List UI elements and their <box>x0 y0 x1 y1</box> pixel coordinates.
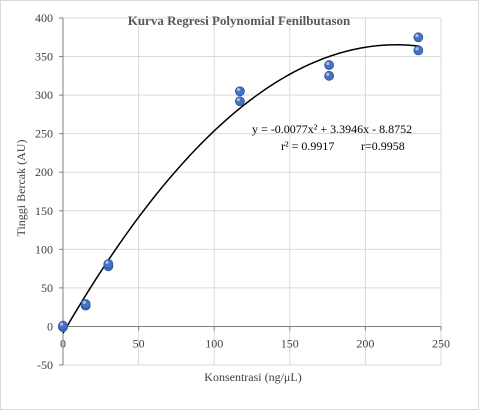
data-point-highlight <box>105 260 109 264</box>
grid-lines <box>63 17 442 366</box>
data-point-highlight <box>326 61 330 66</box>
data-point-highlight <box>60 322 64 326</box>
x-tick-label: 100 <box>205 336 223 350</box>
x-tick-label: 200 <box>356 336 374 350</box>
y-tick-label: 50 <box>41 281 53 295</box>
data-point <box>235 86 245 97</box>
data-point-highlight <box>326 72 330 76</box>
data-point <box>324 60 335 70</box>
trendline-group <box>62 44 420 334</box>
y-axis-title: Tinggi Bercak (AU) <box>14 140 28 237</box>
y-tick-label: 300 <box>35 88 53 102</box>
data-point <box>413 45 424 56</box>
chart-title: Kurva Regresi Polynomial Fenilbutason <box>128 13 351 28</box>
x-tick-label: 250 <box>432 336 450 350</box>
y-tick-label: 250 <box>35 127 53 141</box>
data-point <box>58 320 68 331</box>
r-squared-label: r² = 0.9917 <box>281 139 334 153</box>
data-point-highlight <box>236 88 241 92</box>
r-label: r=0.9958 <box>361 139 405 153</box>
y-tick-label: 100 <box>35 242 53 256</box>
data-point <box>80 299 91 309</box>
data-point <box>235 96 245 107</box>
x-tick-label: 150 <box>281 336 299 350</box>
axes: 050100150200250-500501001502002503003504… <box>35 11 450 372</box>
y-tick-label: 150 <box>35 204 53 218</box>
polynomial-trendline <box>62 44 420 334</box>
y-tick-label: 200 <box>35 165 53 179</box>
data-point-highlight <box>236 98 241 102</box>
data-point <box>103 259 114 269</box>
data-point <box>324 70 335 81</box>
y-tick-label: 400 <box>35 11 53 25</box>
data-points <box>58 32 424 333</box>
equation-label: y = -0.0077x² + 3.3946x - 8.8752 <box>252 122 412 136</box>
y-tick-label: 0 <box>47 319 53 333</box>
y-tick-label: 350 <box>35 50 53 64</box>
y-tick-label: -50 <box>37 358 53 372</box>
x-axis-title: Konsentrasi (ng/μL) <box>204 370 301 384</box>
data-point-highlight <box>415 47 419 51</box>
data-point-highlight <box>82 300 86 305</box>
data-point <box>413 32 424 43</box>
data-point-highlight <box>415 34 419 38</box>
x-tick-label: 50 <box>133 336 145 350</box>
